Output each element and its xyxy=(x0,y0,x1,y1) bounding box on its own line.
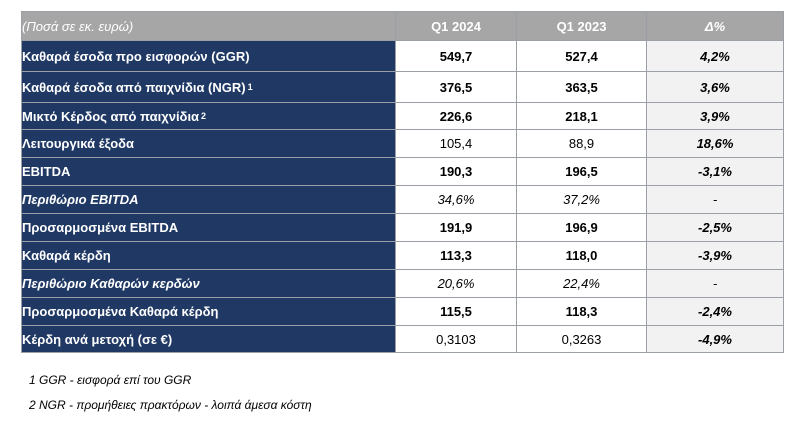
cell-q1-2024: 376,5 xyxy=(395,71,517,103)
cell-delta: - xyxy=(646,185,784,214)
cell-delta: -2,4% xyxy=(646,297,784,326)
cell-q1-2024: 191,9 xyxy=(395,213,517,242)
row-label: Κέρδη ανά μετοχή (σε €) xyxy=(21,325,396,353)
table-row: EBITDA 190,3 196,5 -3,1% xyxy=(21,157,784,186)
header-label: (Ποσά σε εκ. ευρώ) xyxy=(21,11,396,41)
cell-q1-2023: 118,3 xyxy=(516,297,647,326)
financial-results-table: (Ποσά σε εκ. ευρώ) Q1 2024 Q1 2023 Δ% Κα… xyxy=(21,11,784,353)
table-row: Περιθώριο EBITDA 34,6% 37,2% - xyxy=(21,185,784,214)
footnote-marker: 1 xyxy=(247,81,253,92)
cell-q1-2024: 190,3 xyxy=(395,157,517,186)
header-delta: Δ% xyxy=(646,11,784,41)
cell-delta: -2,5% xyxy=(646,213,784,242)
row-label: Καθαρά κέρδη xyxy=(21,241,396,270)
cell-q1-2024: 115,5 xyxy=(395,297,517,326)
cell-q1-2024: 34,6% xyxy=(395,185,517,214)
cell-q1-2023: 118,0 xyxy=(516,241,647,270)
row-label: Περιθώριο EBITDA xyxy=(21,185,396,214)
cell-q1-2023: 22,4% xyxy=(516,269,647,298)
cell-q1-2024: 0,3103 xyxy=(395,325,517,353)
cell-delta: 4,2% xyxy=(646,40,784,72)
footnote-2: 2 NGR - προμήθειες πρακτόρων - λοιπά άμε… xyxy=(29,398,312,412)
row-label: EBITDA xyxy=(21,157,396,186)
cell-delta: 3,6% xyxy=(646,71,784,103)
cell-q1-2023: 88,9 xyxy=(516,129,647,158)
table-row: Προσαρμοσμένα Καθαρά κέρδη 115,5 118,3 -… xyxy=(21,297,784,326)
table-row: Μικτό Κέρδος από παιχνίδια 2 226,6 218,1 … xyxy=(21,102,784,130)
cell-q1-2023: 527,4 xyxy=(516,40,647,72)
cell-delta: - xyxy=(646,269,784,298)
header-q1-2024: Q1 2024 xyxy=(395,11,517,41)
table-row: Καθαρά έσοδα προ εισφορών (GGR) 549,7 52… xyxy=(21,40,784,72)
table-row: Κέρδη ανά μετοχή (σε €) 0,3103 0,3263 -4… xyxy=(21,325,784,353)
footnote-marker: 2 xyxy=(201,110,207,121)
cell-q1-2023: 37,2% xyxy=(516,185,647,214)
cell-q1-2024: 549,7 xyxy=(395,40,517,72)
cell-delta: 18,6% xyxy=(646,129,784,158)
cell-q1-2024: 105,4 xyxy=(395,129,517,158)
table-row: Λειτουργικά έξοδα 105,4 88,9 18,6% xyxy=(21,129,784,158)
footnote-1: 1 GGR - εισφορά επί του GGR xyxy=(29,373,192,387)
row-label: Καθαρά έσοδα από παιχνίδια (NGR) 1 xyxy=(21,71,396,103)
table-row: Περιθώριο Καθαρών κερδών 20,6% 22,4% - xyxy=(21,269,784,298)
cell-delta: -3,9% xyxy=(646,241,784,270)
cell-q1-2024: 226,6 xyxy=(395,102,517,130)
cell-q1-2023: 196,5 xyxy=(516,157,647,186)
header-q1-2023: Q1 2023 xyxy=(516,11,647,41)
cell-q1-2023: 218,1 xyxy=(516,102,647,130)
row-label: Περιθώριο Καθαρών κερδών xyxy=(21,269,396,298)
table-row: Καθαρά έσοδα από παιχνίδια (NGR) 1 376,5 … xyxy=(21,71,784,103)
cell-q1-2023: 0,3263 xyxy=(516,325,647,353)
row-label: Καθαρά έσοδα προ εισφορών (GGR) xyxy=(21,40,396,72)
cell-q1-2023: 196,9 xyxy=(516,213,647,242)
table-header-row: (Ποσά σε εκ. ευρώ) Q1 2024 Q1 2023 Δ% xyxy=(21,11,784,41)
row-label: Λειτουργικά έξοδα xyxy=(21,129,396,158)
row-label: Προσαρμοσμένα EBITDA xyxy=(21,213,396,242)
cell-delta: 3,9% xyxy=(646,102,784,130)
cell-delta: -3,1% xyxy=(646,157,784,186)
row-label: Μικτό Κέρδος από παιχνίδια 2 xyxy=(21,102,396,130)
row-label: Προσαρμοσμένα Καθαρά κέρδη xyxy=(21,297,396,326)
cell-delta: -4,9% xyxy=(646,325,784,353)
cell-q1-2023: 363,5 xyxy=(516,71,647,103)
cell-q1-2024: 20,6% xyxy=(395,269,517,298)
table-row: Προσαρμοσμένα EBITDA 191,9 196,9 -2,5% xyxy=(21,213,784,242)
table-row: Καθαρά κέρδη 113,3 118,0 -3,9% xyxy=(21,241,784,270)
cell-q1-2024: 113,3 xyxy=(395,241,517,270)
